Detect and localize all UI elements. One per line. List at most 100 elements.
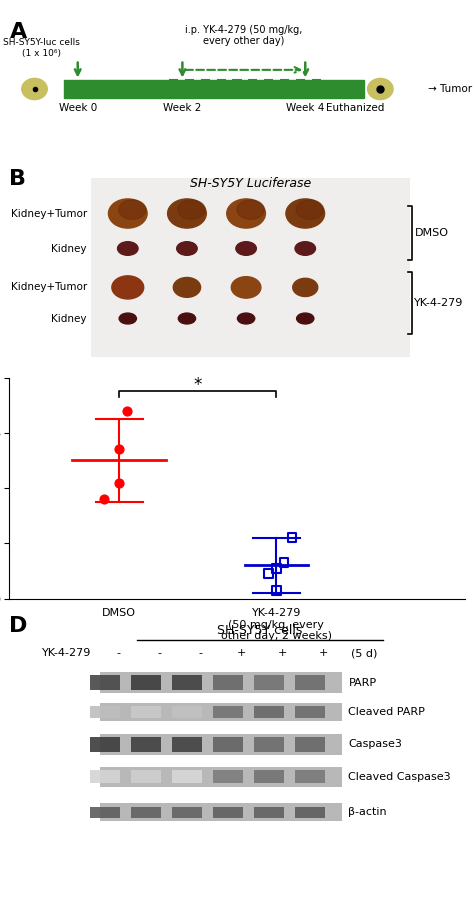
Point xyxy=(100,492,108,506)
Bar xyxy=(90,737,120,752)
Ellipse shape xyxy=(168,199,206,228)
Ellipse shape xyxy=(112,276,144,299)
Point xyxy=(288,531,296,545)
Bar xyxy=(90,675,120,690)
Text: D: D xyxy=(9,616,28,637)
Text: Cleaved PARP: Cleaved PARP xyxy=(348,707,425,718)
Point xyxy=(123,403,131,418)
Text: Week 0: Week 0 xyxy=(59,102,97,113)
Ellipse shape xyxy=(118,242,138,255)
Bar xyxy=(295,675,325,690)
Bar xyxy=(131,707,161,718)
Bar xyxy=(213,806,243,818)
Text: A: A xyxy=(9,22,27,41)
Bar xyxy=(172,707,202,718)
Bar xyxy=(172,737,202,752)
Text: (5 d): (5 d) xyxy=(351,648,377,658)
Ellipse shape xyxy=(118,200,146,219)
Ellipse shape xyxy=(231,277,261,298)
Ellipse shape xyxy=(119,313,137,324)
Ellipse shape xyxy=(178,200,205,219)
Bar xyxy=(100,734,342,755)
Ellipse shape xyxy=(173,277,201,297)
Point xyxy=(280,556,288,570)
Text: YK-4-279: YK-4-279 xyxy=(42,648,91,658)
Bar xyxy=(295,707,325,718)
Bar xyxy=(213,675,243,690)
Text: Kidney: Kidney xyxy=(51,243,87,253)
Bar xyxy=(254,806,283,818)
Bar xyxy=(100,703,342,721)
Bar xyxy=(64,81,365,98)
Text: Kidney+Tumor: Kidney+Tumor xyxy=(10,282,87,293)
Text: -: - xyxy=(199,648,202,658)
Bar xyxy=(172,806,202,818)
Bar xyxy=(100,672,342,693)
Text: i.p. YK-4-279 (50 mg/kg,
every other day): i.p. YK-4-279 (50 mg/kg, every other day… xyxy=(185,25,302,47)
Point xyxy=(264,567,272,581)
Bar xyxy=(131,675,161,690)
Bar xyxy=(100,767,342,787)
Text: SH-SY5Y-luc cells
(1 x 10⁶): SH-SY5Y-luc cells (1 x 10⁶) xyxy=(3,39,80,57)
Ellipse shape xyxy=(178,313,196,324)
Circle shape xyxy=(22,78,47,100)
Ellipse shape xyxy=(293,278,318,296)
Ellipse shape xyxy=(237,313,255,324)
Ellipse shape xyxy=(295,242,316,255)
Text: Week 2: Week 2 xyxy=(163,102,201,113)
Text: SH-SY5Y Luciferase: SH-SY5Y Luciferase xyxy=(190,177,311,189)
Text: +: + xyxy=(278,648,287,658)
Text: SH-SY5Y cells: SH-SY5Y cells xyxy=(217,624,302,637)
Ellipse shape xyxy=(236,242,256,255)
Ellipse shape xyxy=(237,200,264,219)
Text: Euthanized: Euthanized xyxy=(326,102,384,113)
Ellipse shape xyxy=(109,199,147,228)
Bar xyxy=(254,737,283,752)
Bar xyxy=(131,737,161,752)
Text: -: - xyxy=(158,648,162,658)
Text: Kidney+Tumor: Kidney+Tumor xyxy=(10,208,87,218)
Bar xyxy=(131,770,161,783)
Text: β-actin: β-actin xyxy=(348,807,387,817)
Ellipse shape xyxy=(227,199,265,228)
Text: *: * xyxy=(193,376,202,394)
Ellipse shape xyxy=(296,200,323,219)
Point xyxy=(273,561,280,576)
Text: B: B xyxy=(9,169,27,189)
Bar xyxy=(254,770,283,783)
Bar xyxy=(254,707,283,718)
Bar xyxy=(90,707,120,718)
Text: -: - xyxy=(117,648,121,658)
Bar xyxy=(295,737,325,752)
Bar xyxy=(90,806,120,818)
Ellipse shape xyxy=(177,242,197,255)
Text: Cleaved Caspase3: Cleaved Caspase3 xyxy=(348,772,451,782)
Bar xyxy=(213,707,243,718)
Bar xyxy=(172,675,202,690)
Text: +: + xyxy=(237,648,246,658)
Bar xyxy=(172,770,202,783)
FancyBboxPatch shape xyxy=(91,179,410,357)
Text: Caspase3: Caspase3 xyxy=(348,739,402,750)
Circle shape xyxy=(368,78,393,100)
Text: Week 4: Week 4 xyxy=(286,102,324,113)
Text: +: + xyxy=(319,648,328,658)
Bar xyxy=(90,770,120,783)
Point xyxy=(116,475,123,489)
Text: DMSO: DMSO xyxy=(414,228,448,238)
Text: YK-4-279: YK-4-279 xyxy=(414,298,464,308)
Bar xyxy=(100,804,342,822)
Point xyxy=(116,442,123,456)
Bar xyxy=(295,806,325,818)
Text: Kidney: Kidney xyxy=(51,313,87,323)
Bar xyxy=(254,675,283,690)
Ellipse shape xyxy=(286,199,325,228)
Text: → Tumor: → Tumor xyxy=(428,84,472,94)
Bar xyxy=(213,737,243,752)
Bar xyxy=(213,770,243,783)
Bar xyxy=(295,770,325,783)
Bar xyxy=(131,806,161,818)
Text: PARP: PARP xyxy=(348,678,377,688)
Point xyxy=(273,583,280,597)
Ellipse shape xyxy=(297,313,314,324)
